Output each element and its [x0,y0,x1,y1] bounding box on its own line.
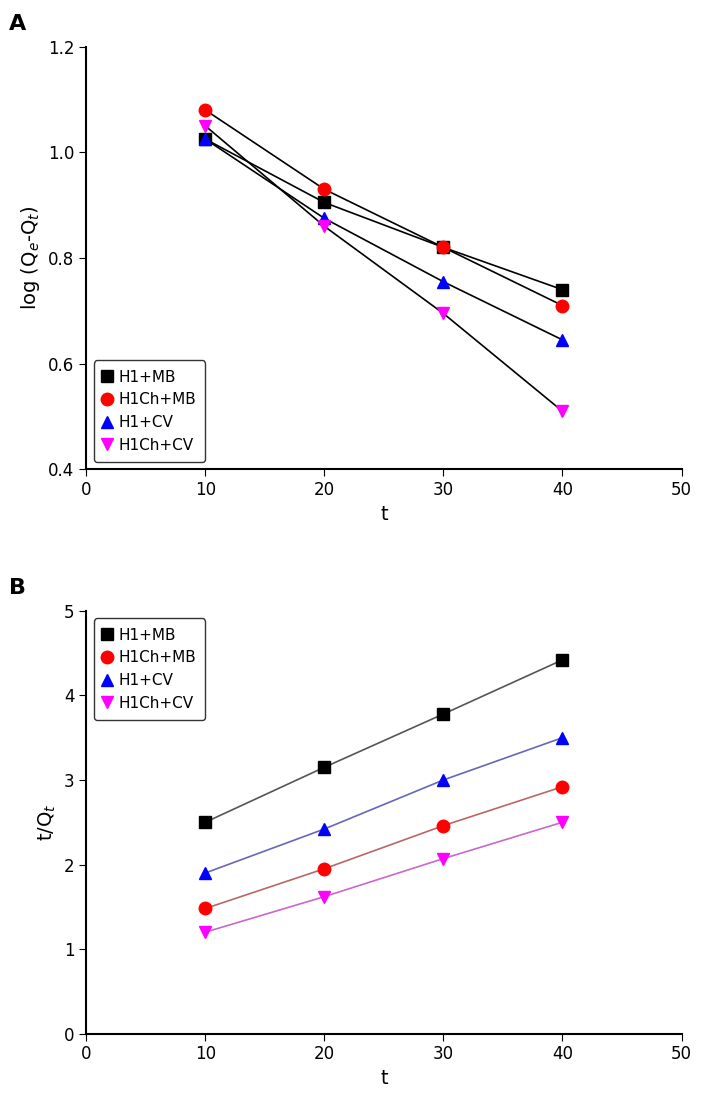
H1+MB [201,132,209,146]
Line: H1+CV: H1+CV [199,132,568,346]
H1Ch+CV [559,815,567,828]
H1+MB [320,196,329,210]
H1Ch+MB [439,820,448,833]
H1+CV [320,212,329,225]
H1Ch+CV [439,307,448,320]
Line: H1Ch+CV: H1Ch+CV [199,816,568,939]
Line: H1+MB: H1+MB [199,654,568,828]
H1+CV [201,132,209,146]
Legend: H1+MB, H1Ch+MB, H1+CV, H1Ch+CV: H1+MB, H1Ch+MB, H1+CV, H1Ch+CV [94,361,205,462]
H1Ch+MB [439,240,448,254]
H1Ch+CV [439,852,448,865]
H1Ch+MB [320,863,329,876]
H1Ch+MB [320,183,329,196]
X-axis label: t: t [380,505,387,524]
H1+MB [559,653,567,666]
Line: H1Ch+MB: H1Ch+MB [199,781,568,914]
H1+CV [559,333,567,346]
H1Ch+MB [201,902,209,915]
Text: B: B [9,578,26,598]
H1+CV [439,773,448,786]
H1Ch+CV [201,119,209,132]
Line: H1+MB: H1+MB [199,132,568,296]
H1Ch+CV [320,219,329,233]
H1+MB [201,815,209,828]
X-axis label: t: t [380,1069,387,1088]
H1+CV [439,275,448,288]
Line: H1Ch+MB: H1Ch+MB [199,104,568,312]
Y-axis label: log (Q$_e$-Q$_t$): log (Q$_e$-Q$_t$) [19,206,42,310]
Line: H1Ch+CV: H1Ch+CV [199,119,568,417]
H1Ch+MB [559,780,567,793]
H1+MB [559,283,567,297]
Text: A: A [9,14,26,34]
H1+CV [201,866,209,879]
H1Ch+CV [559,405,567,418]
Y-axis label: t/Q$_t$: t/Q$_t$ [37,803,58,840]
H1+MB [320,761,329,774]
H1Ch+MB [559,299,567,312]
Legend: H1+MB, H1Ch+MB, H1+CV, H1Ch+CV: H1+MB, H1Ch+MB, H1+CV, H1Ch+CV [94,619,205,720]
Line: H1+CV: H1+CV [199,731,568,879]
H1Ch+CV [201,925,209,939]
H1+MB [439,240,448,254]
H1Ch+CV [320,890,329,903]
H1Ch+MB [201,104,209,117]
H1+MB [439,707,448,720]
H1+CV [320,823,329,836]
H1+CV [559,731,567,745]
